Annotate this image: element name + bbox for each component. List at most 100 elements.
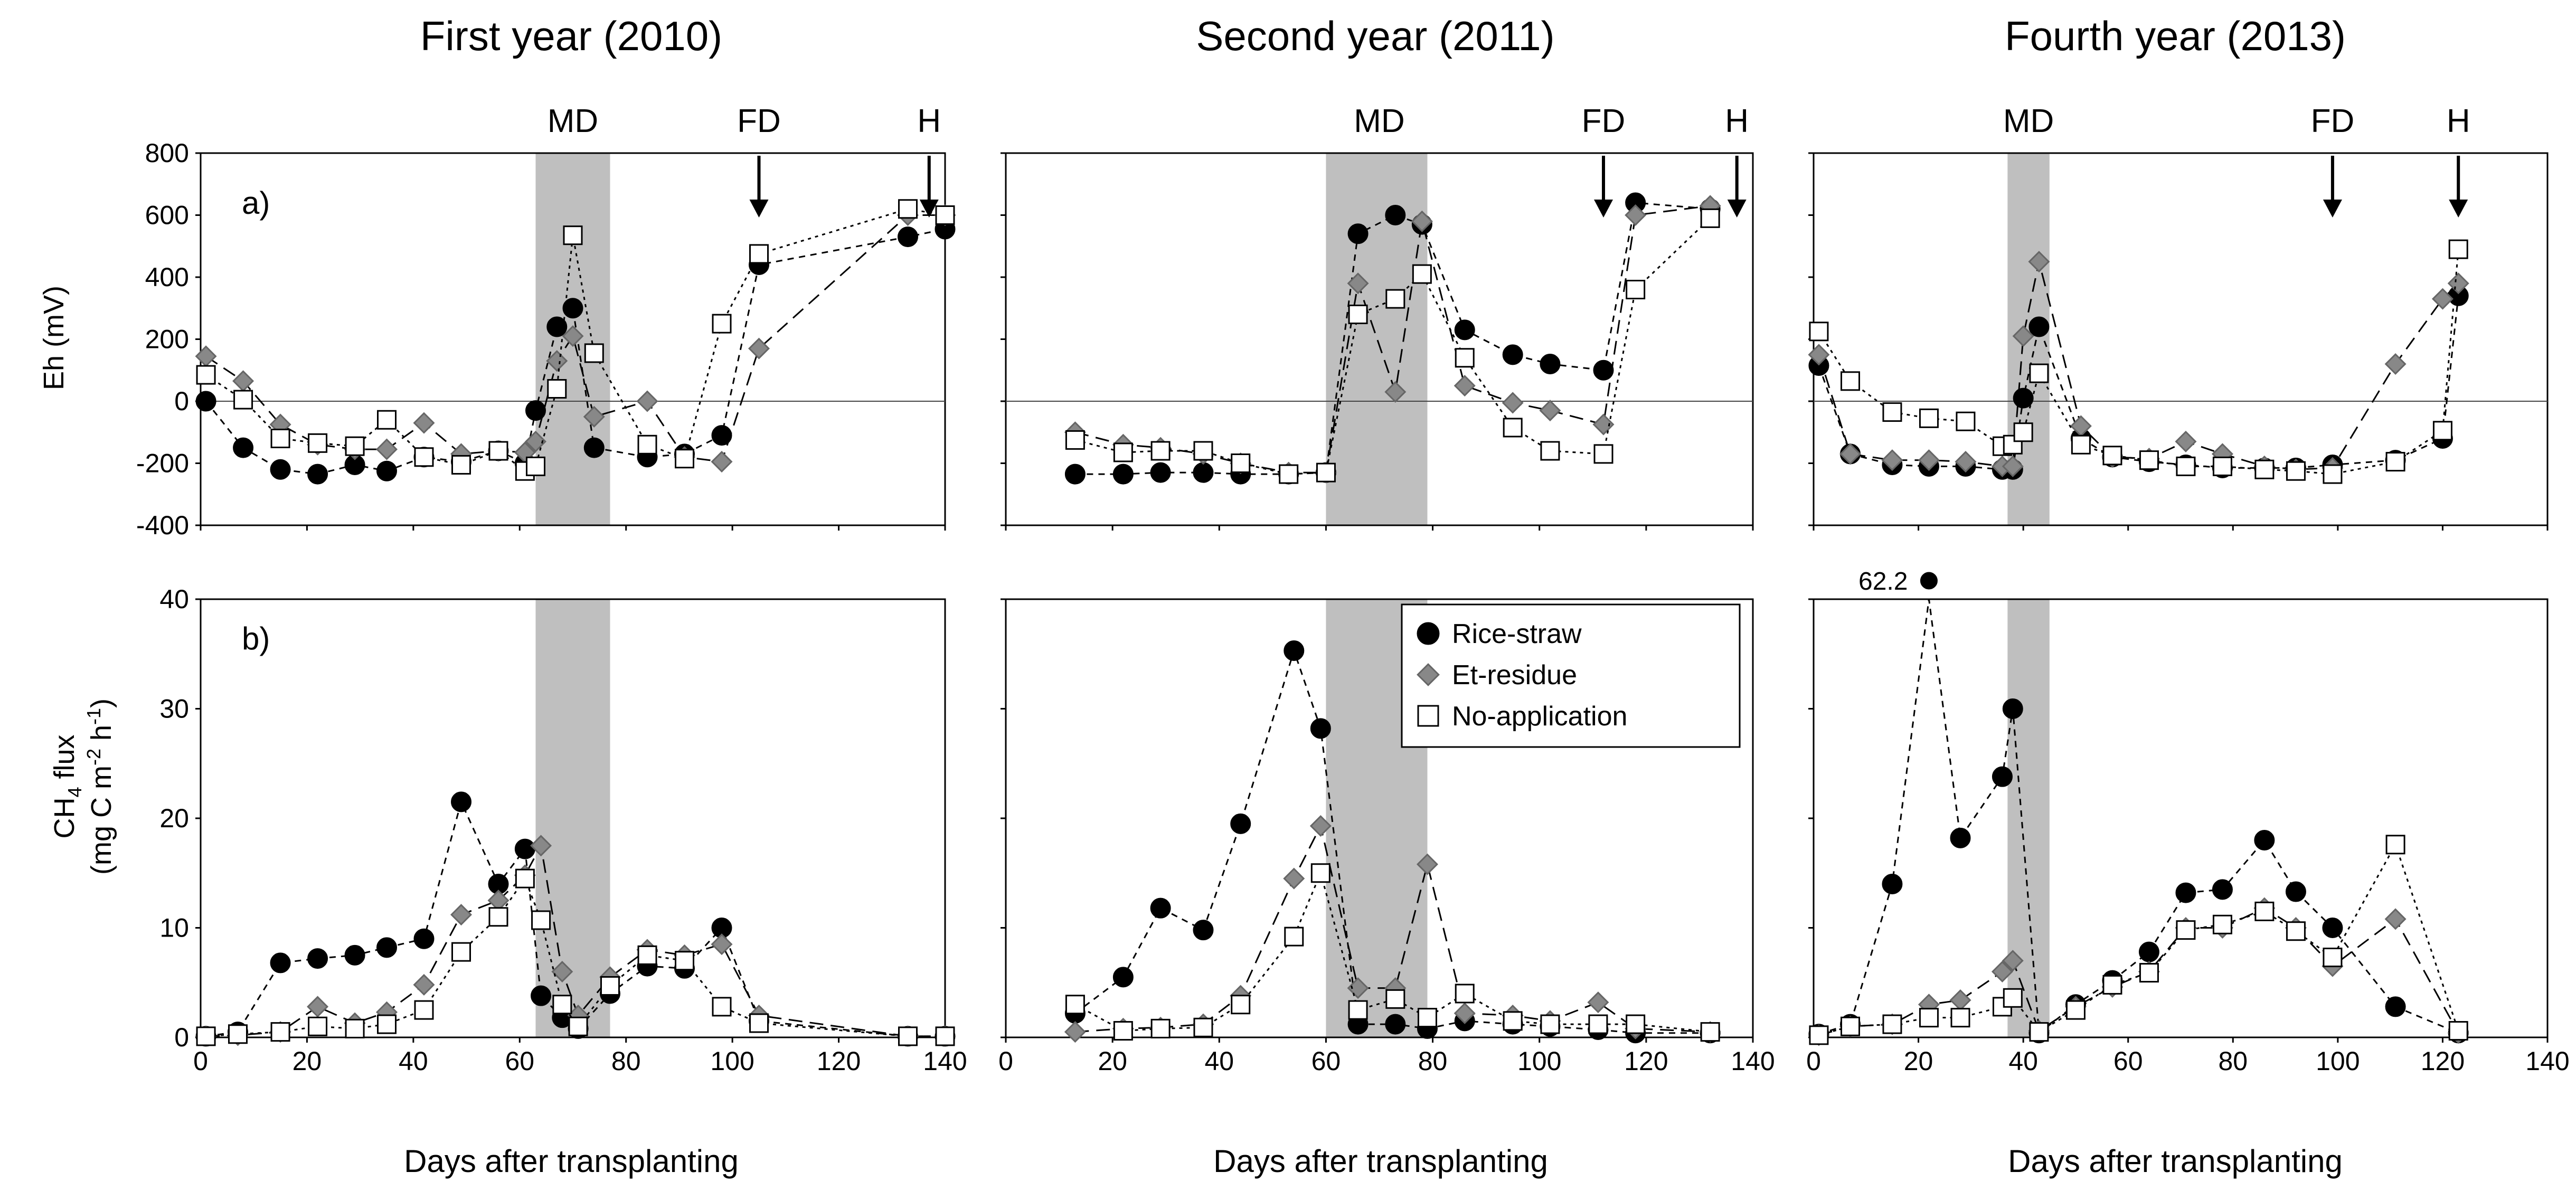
point-no-application — [2254, 901, 2275, 921]
event-label-h: H — [1725, 103, 1749, 139]
point-no-application — [2139, 450, 2159, 470]
series-line-rice-straw — [1818, 599, 2459, 1035]
x-tick-label: 0 — [193, 1046, 208, 1076]
event-label-fd: FD — [737, 103, 781, 139]
x-tick-label: 60 — [2113, 1046, 2143, 1076]
point-rice-straw — [270, 459, 291, 480]
point-rice-straw — [1454, 319, 1475, 341]
point-no-application — [712, 314, 732, 334]
point-no-application — [2212, 914, 2232, 934]
point-et-residue — [636, 390, 658, 412]
legend-box — [1401, 603, 1741, 748]
legend-label-et-residue: Et-residue — [1452, 660, 1577, 691]
point-no-application — [749, 244, 769, 264]
legend-label-rice-straw: Rice-straw — [1452, 619, 1582, 649]
column-title-2010: First year (2010) — [420, 13, 722, 59]
point-no-application — [2139, 963, 2159, 983]
point-no-application — [1113, 1021, 1133, 1041]
x-tick-label: 60 — [1311, 1046, 1341, 1076]
point-no-application — [1150, 441, 1171, 461]
x-tick-label: 40 — [399, 1046, 428, 1076]
point-rice-straw — [1920, 572, 1938, 590]
point-rice-straw — [531, 985, 552, 1006]
x-tick-label: 100 — [2316, 1046, 2360, 1076]
point-et-residue — [195, 345, 217, 367]
legend: Rice-straw Et-residue No-application — [1401, 603, 1741, 748]
point-rice-straw — [376, 937, 397, 958]
point-no-application — [515, 868, 535, 888]
point-no-application — [1348, 305, 1368, 324]
point-no-application — [1956, 411, 1976, 431]
point-no-application — [1150, 1018, 1171, 1038]
x-tick-label: 100 — [1517, 1046, 1561, 1076]
point-no-application — [1882, 402, 1902, 422]
flux-label-sub: 4 — [64, 787, 86, 798]
point-rice-straw — [2212, 879, 2233, 900]
point-no-application — [196, 1026, 216, 1046]
event-arrow-head — [919, 200, 939, 218]
panel-0-flux: 0 10 20 30 40 0 20 40 60 80 100 120 140 — [159, 584, 967, 1076]
point-no-application — [2176, 920, 2196, 940]
point-no-application — [898, 1026, 918, 1046]
event-label-md: MD — [2003, 103, 2054, 139]
point-no-application — [1455, 348, 1475, 368]
flux-label-ch: CH — [49, 798, 80, 839]
point-et-residue — [1918, 449, 1940, 471]
point-et-residue — [1502, 392, 1524, 414]
point-no-application — [1540, 441, 1560, 461]
point-rice-straw — [1882, 874, 1903, 894]
point-et-residue — [1416, 853, 1438, 875]
y-tick-label: -400 — [136, 511, 189, 540]
point-no-application — [270, 1022, 290, 1042]
point-no-application — [1310, 863, 1331, 883]
series-line-et-residue — [1075, 205, 1711, 474]
point-no-application — [2323, 464, 2343, 484]
point-no-application — [1417, 1008, 1437, 1028]
x-tick-label: 80 — [611, 1046, 641, 1076]
point-no-application — [1626, 1014, 1646, 1034]
point-rice-straw — [2138, 941, 2159, 962]
point-no-application — [675, 951, 694, 971]
point-no-application — [1841, 1016, 1860, 1036]
series-line-no-application — [1074, 871, 1711, 1033]
point-et-residue — [2002, 455, 2024, 477]
point-no-application — [377, 1014, 397, 1034]
event-arrow-head — [2323, 200, 2342, 218]
point-et-residue — [748, 337, 770, 360]
point-no-application — [712, 997, 732, 1017]
x-tick-label: 0 — [998, 1046, 1013, 1076]
x-tick-label: 120 — [817, 1046, 861, 1076]
point-et-residue — [2070, 415, 2092, 437]
point-no-application — [531, 910, 551, 930]
point-no-application — [1065, 430, 1085, 450]
x-tick-label: 120 — [2421, 1046, 2465, 1076]
point-et-residue — [711, 933, 733, 956]
point-no-application — [270, 429, 290, 448]
legend-marker-et-residue — [1417, 663, 1440, 686]
point-no-application — [675, 449, 694, 469]
point-et-residue — [711, 451, 733, 473]
point-et-residue — [2384, 908, 2407, 930]
x-axis-label-2010: Days after transplanting — [404, 1143, 739, 1179]
point-no-application — [584, 343, 604, 363]
point-rice-straw — [1150, 462, 1171, 483]
point-no-application — [552, 995, 572, 1015]
point-no-application — [1348, 1000, 1368, 1020]
x-tick-label: 0 — [1806, 1046, 1821, 1076]
y-tick-label: 800 — [145, 138, 189, 168]
outlier-label: 62.2 — [1858, 568, 1908, 596]
event-arrow-head — [1727, 200, 1747, 218]
y-tick-label: 0 — [174, 1023, 189, 1052]
flux-unit-c: ) — [86, 698, 117, 708]
point-no-application — [637, 434, 657, 455]
point-rice-straw — [1950, 827, 1971, 848]
x-tick-label: 40 — [1204, 1046, 1234, 1076]
point-rice-straw — [451, 791, 471, 812]
point-no-application — [749, 1013, 769, 1033]
point-rice-straw — [1385, 205, 1406, 225]
point-rice-straw — [307, 948, 328, 969]
series-line-et-residue — [1818, 261, 2459, 470]
x-tick-label: 140 — [1731, 1046, 1775, 1076]
y-tick-label: 600 — [145, 201, 189, 230]
